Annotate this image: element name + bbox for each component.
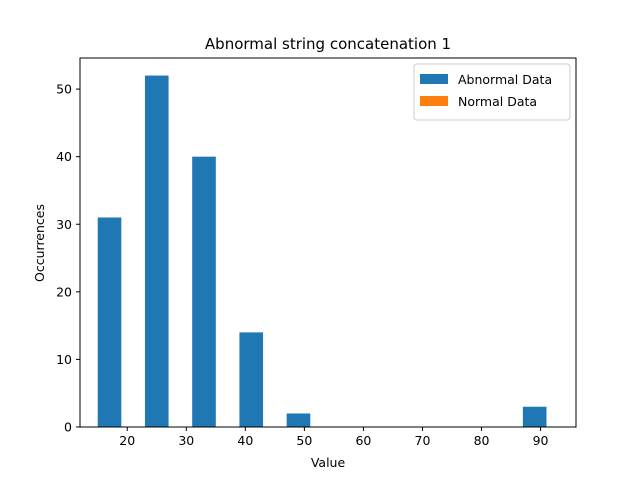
y-tick-label-4: 40 (56, 149, 72, 164)
bar-series-0-4 (286, 413, 311, 427)
legend: Abnormal Data Normal Data (413, 63, 571, 121)
bar-series-0-3 (239, 332, 264, 427)
y-tick-label-5: 50 (56, 82, 72, 97)
chart-title: Abnormal string concatenation 1 (205, 35, 451, 53)
legend-swatch-0 (420, 74, 448, 84)
x-tick-label-2: 40 (237, 433, 253, 448)
axes-frame (79, 57, 577, 428)
x-tick-label-0: 20 (119, 433, 135, 448)
y-axis-title: Occurrences (32, 204, 47, 282)
legend-label-1: Normal Data (458, 94, 537, 109)
legend-swatch-1 (420, 96, 448, 106)
legend-label-0: Abnormal Data (458, 72, 552, 87)
y-tick-label-1: 10 (56, 352, 72, 367)
axes: 20 30 40 50 60 70 80 90 0 10 20 30 40 50 (56, 57, 577, 448)
legend-box (413, 63, 571, 121)
y-tick-label-0: 0 (64, 420, 72, 435)
x-tick-label-3: 50 (296, 433, 312, 448)
bars (97, 75, 547, 428)
bar-series-0-1 (144, 75, 169, 428)
y-tick-label-2: 20 (56, 284, 72, 299)
x-tick-label-6: 80 (474, 433, 490, 448)
bar-series-0-0 (97, 217, 122, 427)
x-tick-label-4: 60 (355, 433, 371, 448)
x-axis-title: Value (311, 455, 346, 470)
bar-series-0-2 (192, 156, 216, 427)
x-tick-label-5: 70 (415, 433, 431, 448)
x-tick-label-7: 90 (533, 433, 549, 448)
bar-series-0-9 (522, 406, 547, 427)
x-tick-label-1: 30 (178, 433, 194, 448)
y-tick-label-3: 30 (56, 217, 72, 232)
